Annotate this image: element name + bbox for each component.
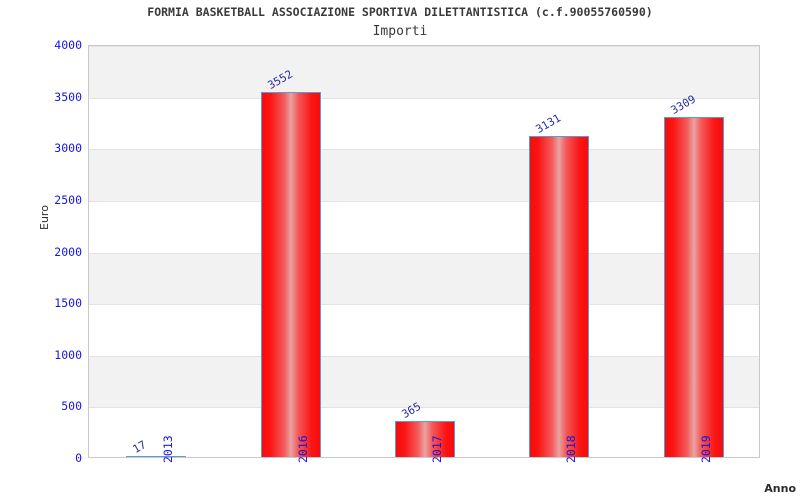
y-tick-label: 500: [61, 399, 82, 414]
gridline: [89, 200, 759, 202]
gridline: [89, 149, 759, 151]
gridline: [89, 407, 759, 409]
x-tick-label-2018: 2018: [564, 435, 579, 463]
bar-2017[interactable]: [395, 421, 455, 457]
bar-2013[interactable]: [126, 456, 187, 457]
x-tick-label-2013: 2013: [161, 435, 176, 463]
band: [89, 355, 759, 408]
y-tick-label: 0: [75, 451, 82, 465]
x-tick-label-2017: 2017: [430, 435, 444, 463]
gridline: [89, 97, 759, 99]
x-tick-label-2016: 2016: [295, 435, 310, 463]
bar-2018[interactable]: [529, 135, 590, 457]
bar-2019[interactable]: [663, 117, 724, 457]
y-tick-label: 3500: [54, 89, 82, 104]
chart-title: FORMIA BASKETBALL ASSOCIAZIONE SPORTIVA …: [147, 5, 653, 19]
gridline: [89, 46, 759, 47]
y-tick-label: 3000: [54, 141, 82, 156]
band: [89, 252, 759, 305]
band: [89, 149, 759, 201]
plot-area: [88, 45, 760, 458]
y-tick-label: 1500: [54, 296, 82, 311]
y-axis-label: Euro: [38, 205, 51, 230]
y-tick-label: 1000: [54, 347, 82, 362]
gridline: [89, 304, 759, 306]
gridline: [89, 252, 759, 254]
chart-subtitle: Importi: [372, 24, 428, 39]
x-tick-label-2019: 2019: [698, 435, 713, 463]
band: [89, 46, 759, 98]
x-axis-label: Anno: [764, 482, 796, 495]
y-tick-label: 4000: [54, 38, 82, 52]
y-tick-label: 2000: [54, 244, 82, 259]
bar-2016[interactable]: [260, 92, 321, 457]
gridline: [89, 355, 759, 357]
y-tick-label: 2500: [54, 192, 82, 207]
